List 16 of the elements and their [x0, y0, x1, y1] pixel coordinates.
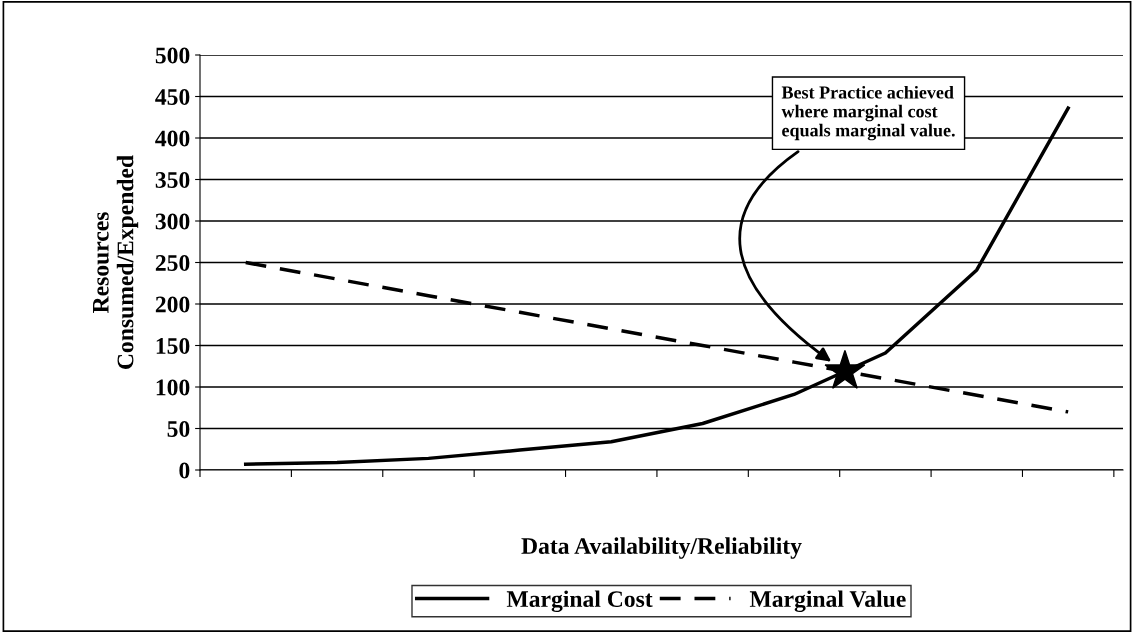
y-axis-title: Resources Consumed/Expended: [93, 155, 139, 369]
y-tick-label: 200: [155, 296, 190, 313]
legend-label: Marginal Value: [749, 590, 906, 613]
y-tick-label: 400: [155, 130, 190, 147]
y-tick-label: 350: [155, 171, 190, 188]
x-axis-title: Data Availability/Reliability: [521, 537, 802, 559]
y-tick-label: 50: [167, 420, 190, 437]
y-tick-label: 150: [156, 337, 190, 354]
y-tick-label: 500: [155, 47, 190, 64]
y-tick-label: 300: [155, 213, 190, 230]
annotation: Best Practice achieved where marginal cost equals marginal value.: [781, 85, 955, 141]
y-tick-label: 250: [155, 254, 190, 271]
y-tick-label: 0: [179, 462, 190, 479]
y-tick-label: 100: [156, 379, 190, 396]
legend-label: Marginal Cost: [506, 590, 653, 613]
y-tick-label: 450: [155, 88, 190, 105]
